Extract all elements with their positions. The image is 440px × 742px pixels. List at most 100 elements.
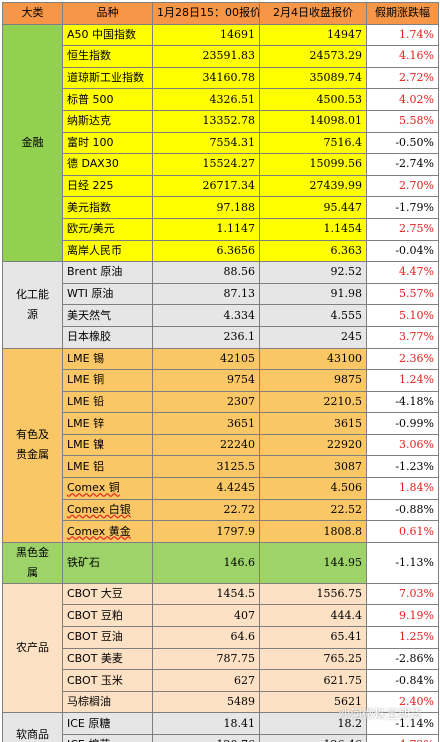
- instrument-name: 标普 500: [67, 92, 114, 106]
- holiday-change-cell: 5.57%: [366, 282, 439, 306]
- instrument-name-cell: LME 镍: [62, 433, 153, 457]
- feb4-price-cell: 65.41: [259, 626, 367, 649]
- jan28-price-cell: 1454.5: [152, 582, 260, 606]
- instrument-name: 恒生指数: [67, 49, 111, 63]
- jan28-price-cell: 34160.78: [152, 66, 260, 90]
- instrument-name: LME 镍: [67, 438, 105, 452]
- header-category: 大类: [2, 2, 63, 25]
- instrument-name: A50 中国指数: [67, 27, 137, 41]
- feb4-price-cell: 9875: [259, 369, 367, 392]
- feb4-price-cell: 144.95: [259, 541, 367, 584]
- holiday-change-cell: -0.88%: [366, 498, 439, 522]
- instrument-name-cell: LME 锌: [62, 412, 153, 435]
- instrument-name-cell: LME 锡: [62, 347, 153, 371]
- jan28-price-cell: 13352.78: [152, 109, 260, 133]
- header-name: 品种: [62, 2, 153, 25]
- table-row: 金融 A50 中国指数 14691 14947 1.74%: [2, 23, 439, 263]
- header-jan28-price: 1月28日15：00报价: [152, 2, 260, 25]
- table-row: WTI 原油 87.13 91.98 5.57%: [3, 282, 439, 306]
- feb4-price-cell: 3615: [259, 412, 367, 435]
- table-row: 道琼斯工业指数 34160.78 35089.74 2.72%: [3, 66, 439, 90]
- jan28-price-cell: 26717.34: [152, 174, 260, 198]
- holiday-change-cell: -0.99%: [366, 412, 439, 435]
- feb4-price-cell: 4500.53: [259, 88, 367, 111]
- instrument-name-cell: CBOT 大豆: [62, 582, 153, 606]
- jan28-price-cell: 2307: [152, 390, 260, 414]
- holiday-change-cell: -0.84%: [366, 669, 439, 692]
- jan28-price-cell: 4326.51: [152, 88, 260, 111]
- table-row: 富时 100 7554.31 7516.4 -0.50%: [3, 131, 439, 155]
- holiday-change-cell: 3.06%: [366, 433, 439, 457]
- watermark-text: 沙河微珠宝期货: [337, 707, 422, 721]
- holiday-change-cell: 2.72%: [366, 66, 439, 90]
- instrument-name-cell: LME 铝: [62, 455, 153, 479]
- instrument-name-cell: 日本橡胶: [62, 325, 153, 349]
- category-cell: 有色及贵金属: [2, 347, 63, 543]
- feb4-price-cell: 6.363: [259, 239, 367, 263]
- jan28-price-cell: 87.13: [152, 282, 260, 306]
- feb4-price-cell: 765.25: [259, 647, 367, 671]
- feb4-price-cell: 27439.99: [259, 174, 367, 198]
- feb4-price-cell: 43100: [259, 347, 367, 371]
- jan28-price-cell: 15524.27: [152, 153, 260, 176]
- instrument-name: 美天然气: [67, 308, 111, 322]
- instrument-name: 马棕榈油: [67, 695, 111, 709]
- instrument-name-cell: 欧元/美元: [62, 217, 153, 241]
- instrument-name: 铁矿石: [67, 555, 100, 569]
- table-row: 日本橡胶 236.1 245 3.77%: [3, 325, 439, 349]
- instrument-name: CBOT 美麦: [67, 651, 123, 665]
- table-row: 软商品 ICE 原糖 18.41 18.2 -1.14%: [2, 712, 439, 742]
- instrument-name-cell: ICE 原糖: [62, 712, 153, 735]
- instrument-name: 日经 225: [67, 179, 114, 193]
- instrument-name-cell: 富时 100: [62, 131, 153, 155]
- instrument-name: 道琼斯工业指数: [67, 71, 144, 85]
- table-row: Comex 黄金 1797.9 1808.8 0.61%: [3, 520, 439, 543]
- instrument-name: 德 DAX30: [67, 157, 119, 171]
- feb4-price-cell: 444.4: [259, 604, 367, 628]
- feb4-price-cell: 4.506: [259, 477, 367, 500]
- instrument-name: Brent 原油: [67, 265, 123, 279]
- holiday-change-cell: -4.18%: [366, 390, 439, 414]
- table-row: 欧元/美元 1.1147 1.1454 2.75%: [3, 217, 439, 241]
- instrument-name-cell: LME 铅: [62, 390, 153, 414]
- category-cell: 化工能源: [2, 261, 63, 349]
- table-row: 德 DAX30 15524.27 15099.56 -2.74%: [3, 153, 439, 176]
- instrument-name-cell: ICE 棉花: [62, 734, 153, 742]
- jan28-price-cell: 88.56: [152, 261, 260, 284]
- instrument-name-cell: 德 DAX30: [62, 153, 153, 176]
- holiday-change-cell: 1.74%: [366, 23, 439, 47]
- table-row: 有色及贵金属 LME 锡 42105 43100 2.36%: [2, 347, 439, 543]
- instrument-name-cell: 标普 500: [62, 88, 153, 111]
- header-holiday-change: 假期涨跌幅: [366, 2, 439, 25]
- instrument-name-cell: 马棕榈油: [62, 690, 153, 714]
- jan28-price-cell: 407: [152, 604, 260, 628]
- instrument-name-cell: LME 铜: [62, 369, 153, 392]
- instrument-name-cell: CBOT 美麦: [62, 647, 153, 671]
- holiday-change-cell: 5.10%: [366, 304, 439, 327]
- jan28-price-cell: 42105: [152, 347, 260, 371]
- feb4-price-cell: 245: [259, 325, 367, 349]
- table-row: 化工能源 Brent 原油 88.56 92.52 4.47%: [2, 261, 439, 349]
- header-feb4-price: 2月4日收盘报价: [259, 2, 367, 25]
- instrument-name: CBOT 玉米: [67, 673, 123, 687]
- table-row: 纳斯达克 13352.78 14098.01 5.58%: [3, 109, 439, 133]
- table-row: 美天然气 4.334 4.555 5.10%: [3, 304, 439, 327]
- feb4-price-cell: 4.555: [259, 304, 367, 327]
- feb4-price-cell: 7516.4: [259, 131, 367, 155]
- jan28-price-cell: 3651: [152, 412, 260, 435]
- jan28-price-cell: 4.334: [152, 304, 260, 327]
- instrument-name: 美元指数: [67, 200, 111, 214]
- jan28-price-cell: 64.6: [152, 626, 260, 649]
- holiday-change-cell: 1.84%: [366, 477, 439, 500]
- table-row: LME 铜 9754 9875 1.24%: [3, 369, 439, 392]
- instrument-name: ICE 棉花: [67, 738, 110, 742]
- holiday-change-cell: 1.24%: [366, 369, 439, 392]
- feb4-price-cell: 3087: [259, 455, 367, 479]
- instrument-name: WTI 原油: [67, 287, 114, 301]
- feb4-price-cell: 22.52: [259, 498, 367, 522]
- instrument-name: LME 锡: [67, 351, 105, 365]
- instrument-name: Comex 白银: [67, 502, 131, 516]
- holiday-change-cell: 4.47%: [366, 261, 439, 284]
- instrument-name-cell: 日经 225: [62, 174, 153, 198]
